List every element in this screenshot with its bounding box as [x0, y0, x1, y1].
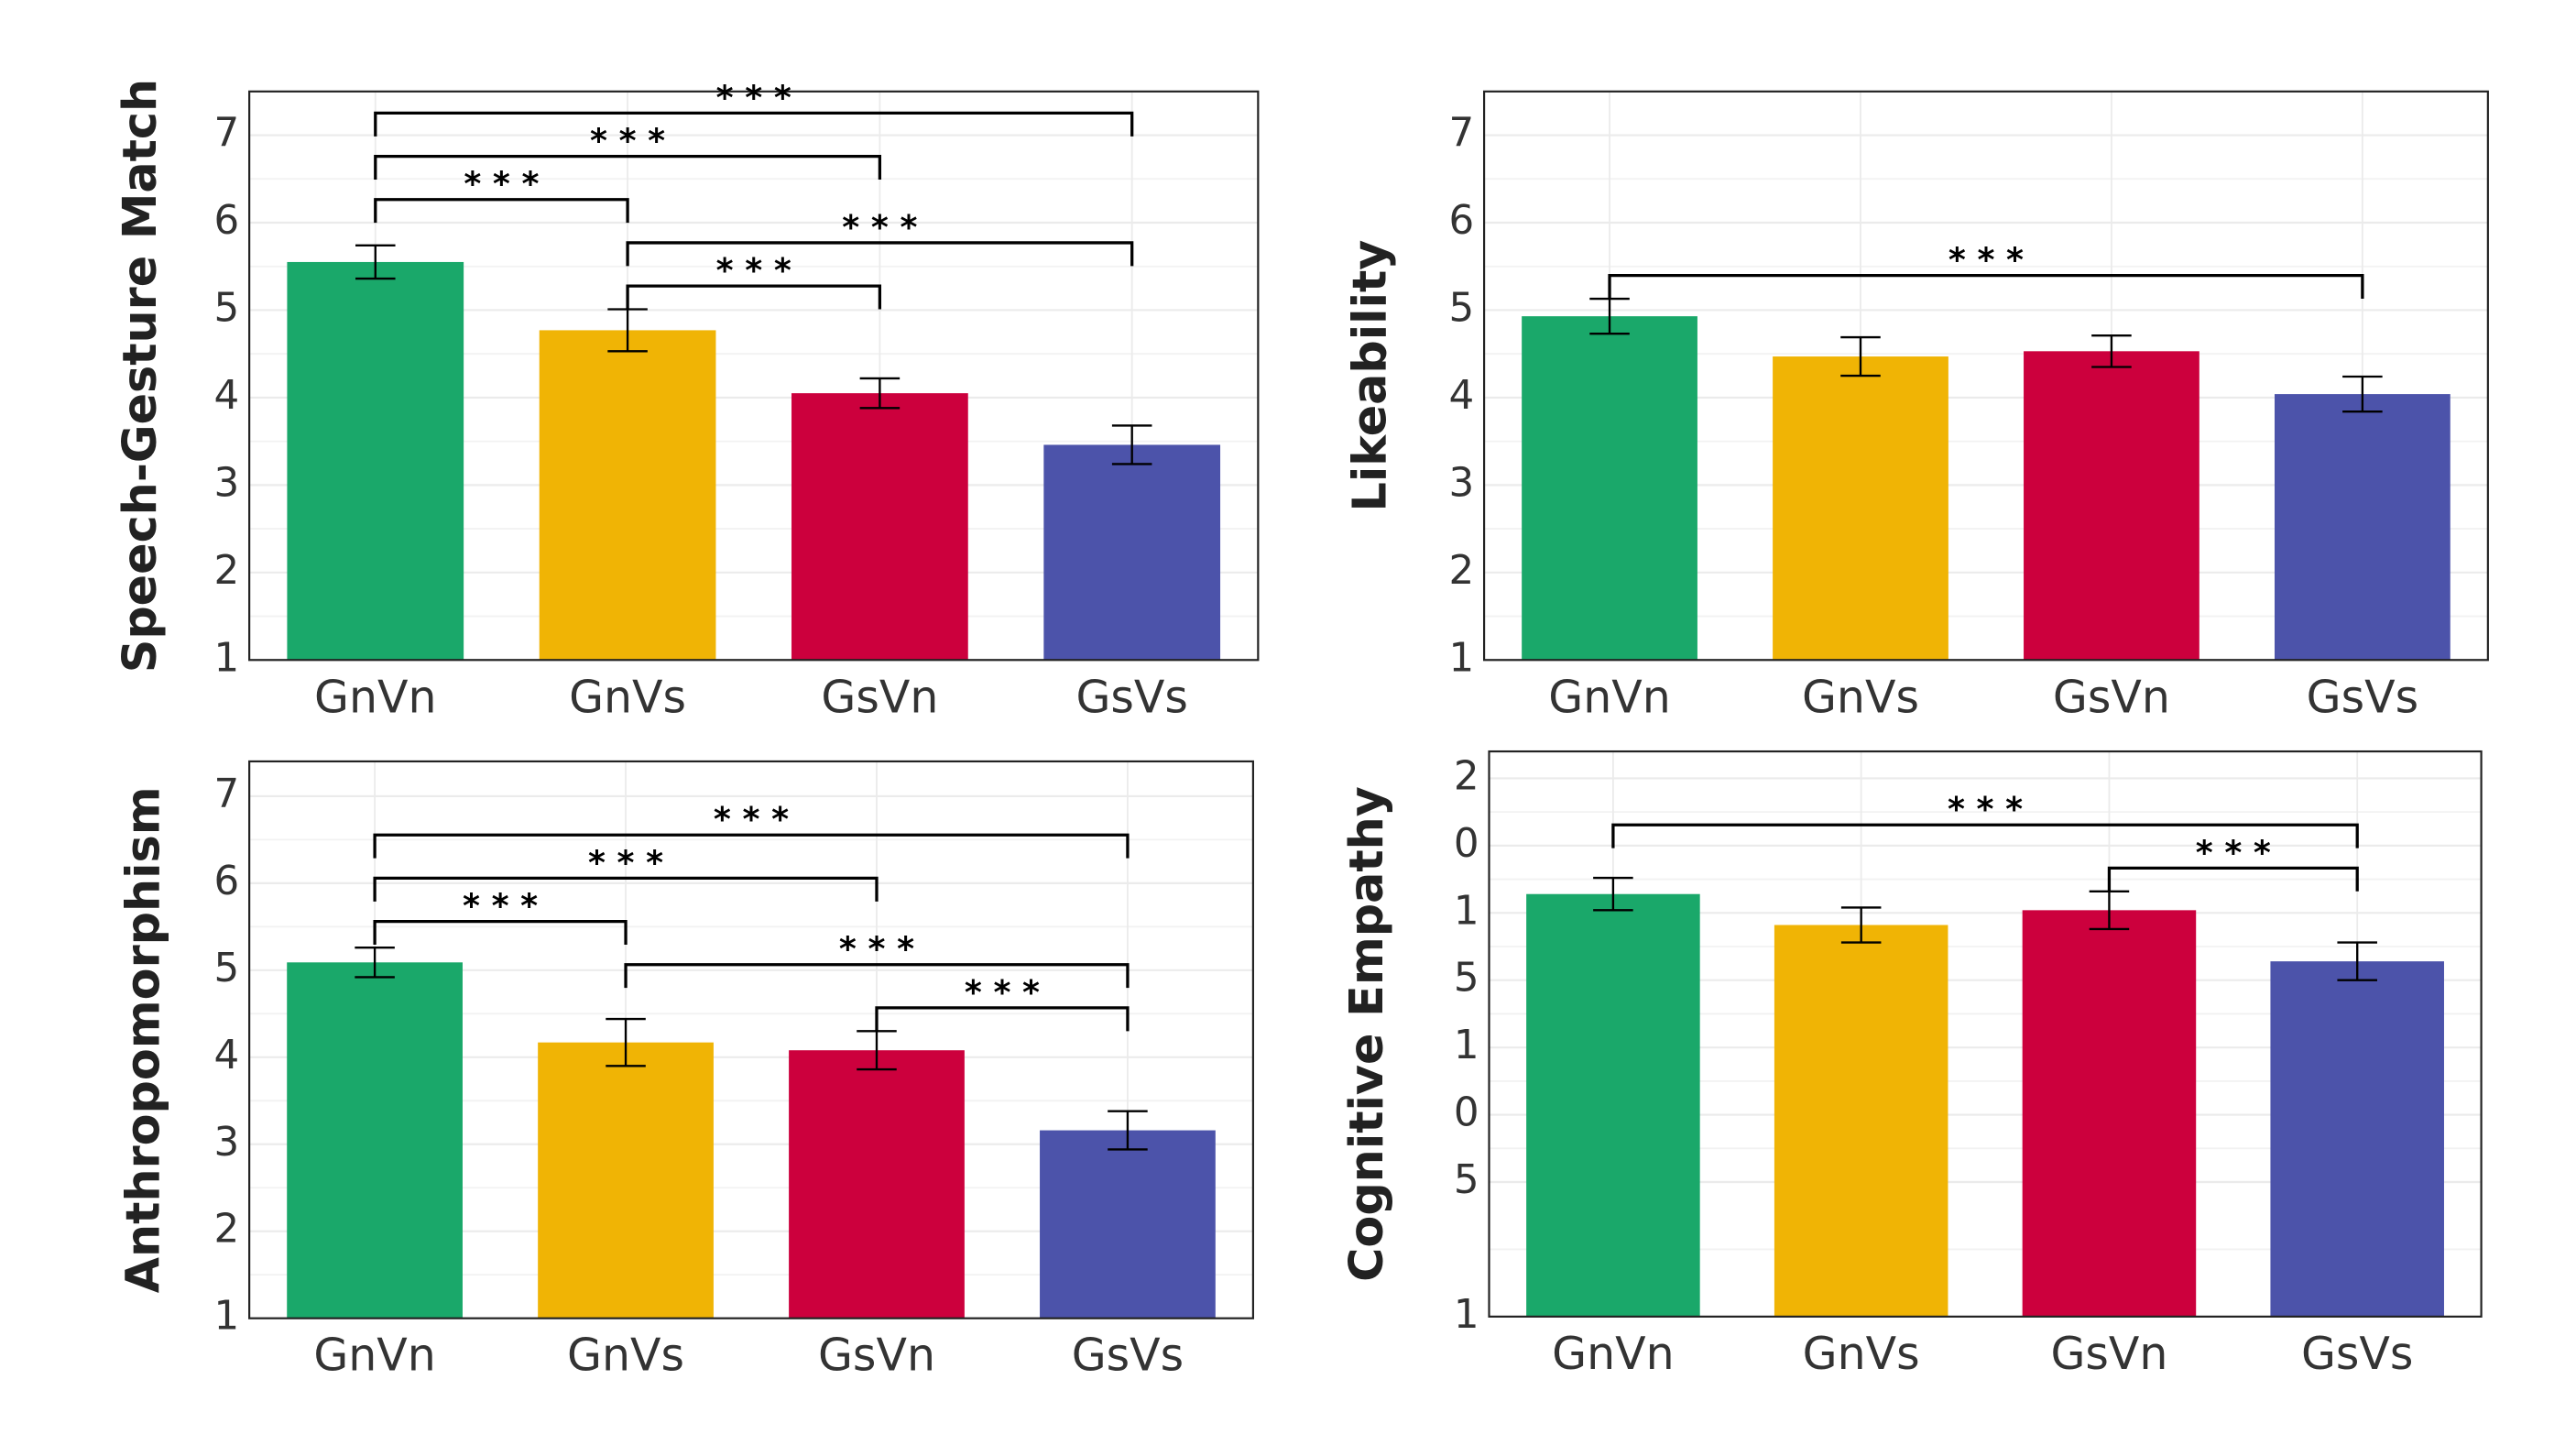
significance-bracket — [1608, 274, 2364, 300]
bar — [1043, 444, 1221, 661]
significance-label: * * * — [590, 121, 665, 160]
y-tick-label: 5 — [1454, 956, 1479, 1002]
y-tick-label: 6 — [1448, 198, 1474, 244]
significance-bracket — [626, 241, 1134, 267]
bar — [287, 962, 463, 1319]
y-tick-label: 2 — [1448, 548, 1474, 594]
significance-bracket — [373, 876, 879, 902]
significance-label: * * * — [463, 886, 538, 925]
significance-label: * * * — [464, 164, 539, 203]
significance-label: * * * — [714, 800, 789, 839]
bar — [1522, 316, 1697, 661]
bar — [791, 393, 968, 661]
y-tick-label: 1 — [1454, 888, 1479, 934]
x-tick-label: GnVn — [313, 1330, 436, 1382]
y-tick-label: 1 — [1454, 1292, 1479, 1338]
y-tick-label: 2 — [214, 548, 240, 594]
y-tick-label: 5 — [214, 946, 240, 991]
y-tick-label: 5 — [1454, 1157, 1479, 1203]
y-tick-label: 2 — [1454, 753, 1479, 799]
y-axis-title: Likeability — [1343, 240, 1397, 512]
significance-label: * * * — [1948, 240, 2024, 279]
y-tick-label: 3 — [214, 1120, 240, 1166]
y-tick-label: 7 — [214, 772, 240, 817]
bar — [1040, 1130, 1216, 1319]
y-tick-label: 4 — [214, 373, 240, 419]
x-tick-label: GsVs — [1075, 671, 1187, 723]
significance-label: * * * — [965, 972, 1040, 1012]
y-tick-label: 3 — [1448, 460, 1474, 506]
significance-label: * * * — [839, 929, 914, 969]
x-tick-label: GsVs — [2301, 1328, 2413, 1380]
bar — [789, 1050, 965, 1319]
y-tick-label: 6 — [214, 859, 240, 904]
significance-bracket — [875, 1006, 1130, 1032]
y-tick-label: 3 — [214, 460, 240, 506]
x-tick-label: GnVs — [1802, 671, 1919, 723]
x-tick-label: GsVn — [2053, 671, 2170, 723]
bar — [2024, 351, 2199, 661]
y-tick-label: 4 — [214, 1033, 240, 1078]
significance-bracket — [374, 198, 629, 224]
plot-frame — [1482, 90, 2489, 662]
y-axis-title: Anthropomorphism — [116, 786, 170, 1293]
significance-bracket — [373, 919, 628, 945]
x-tick-label: GnVs — [567, 1330, 684, 1382]
bar — [1773, 356, 1948, 661]
x-tick-label: GnVn — [314, 671, 437, 723]
x-tick-label: GsVn — [821, 671, 938, 723]
y-tick-label: 0 — [1454, 1090, 1479, 1136]
significance-bracket — [374, 154, 882, 180]
x-tick-label: GnVn — [1548, 671, 1671, 723]
bar — [2022, 910, 2197, 1317]
y-tick-label: 1 — [1448, 635, 1474, 681]
y-tick-label: 6 — [214, 198, 240, 244]
x-tick-label: GnVs — [1803, 1328, 1920, 1380]
x-tick-label: GsVs — [2307, 671, 2418, 723]
significance-bracket — [2107, 866, 2359, 892]
significance-bracket — [1611, 823, 2359, 848]
y-tick-label: 0 — [1454, 821, 1479, 867]
y-tick-label: 5 — [214, 285, 240, 331]
bar — [287, 261, 464, 661]
y-axis-title: Speech-Gesture Match — [113, 79, 167, 673]
plot-frame — [248, 760, 1254, 1319]
significance-bracket — [374, 111, 1134, 137]
significance-bracket — [373, 833, 1130, 859]
significance-label: * * * — [842, 207, 917, 246]
significance-label: * * * — [716, 251, 791, 290]
x-tick-label: GnVs — [569, 671, 686, 723]
bar — [539, 330, 716, 661]
x-tick-label: GnVn — [1552, 1328, 1675, 1380]
significance-label: * * * — [588, 843, 663, 882]
x-tick-label: GsVs — [1072, 1330, 1184, 1382]
bar — [538, 1042, 714, 1319]
y-axis-title: Cognitive Empathy — [1339, 786, 1393, 1282]
significance-bracket — [626, 284, 882, 310]
plot-frame — [1488, 750, 2483, 1318]
y-tick-label: 7 — [214, 111, 240, 157]
x-tick-label: GsVn — [818, 1330, 935, 1382]
bar — [1774, 925, 1948, 1317]
significance-label: * * * — [2196, 833, 2271, 872]
significance-label: * * * — [1948, 790, 2023, 829]
y-tick-label: 4 — [1448, 373, 1474, 419]
bar — [1526, 893, 1700, 1317]
y-tick-label: 1 — [214, 635, 240, 681]
y-tick-label: 2 — [214, 1207, 240, 1253]
significance-bracket — [624, 963, 1130, 989]
bar — [2274, 394, 2450, 661]
y-tick-label: 5 — [1448, 285, 1474, 331]
y-tick-label: 1 — [1454, 1023, 1479, 1068]
y-tick-label: 7 — [1448, 111, 1474, 157]
y-tick-label: 1 — [214, 1294, 240, 1340]
plot-frame — [248, 90, 1260, 662]
significance-label: * * * — [716, 78, 791, 117]
bar — [2270, 961, 2444, 1317]
x-tick-label: GsVn — [2050, 1328, 2167, 1380]
